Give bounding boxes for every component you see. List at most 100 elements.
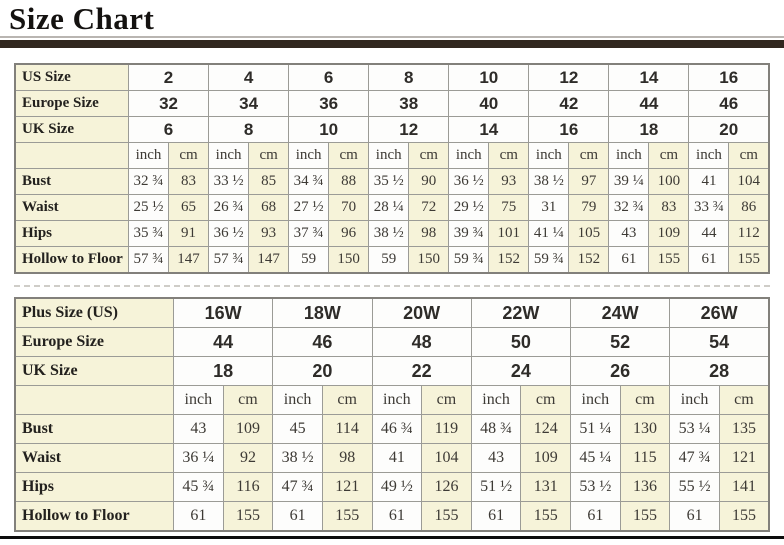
measure-row: Waist 25 ½ 65 26 ¾ 68 27 ½ 70 28 ¼ 72 29 ½ 75 31 79 3… [14, 194, 770, 221]
measure-value: 141 [718, 472, 770, 502]
unit-label: cm [648, 142, 690, 169]
measure-value: 124 [520, 414, 571, 444]
size-header-row: UK Size 6 8 10 12 14 16 18 20 [14, 116, 770, 143]
measure-value: 119 [421, 414, 472, 444]
measure-value: 41 [371, 443, 423, 473]
size-value: 6 [127, 116, 210, 143]
measure-value: 37 ¾ [288, 220, 330, 247]
size-value: 46 [688, 90, 770, 117]
title-divider-bar [0, 40, 784, 48]
unit-label: inch [371, 385, 423, 415]
row-label: Waist [14, 194, 129, 221]
measure-value: 109 [520, 443, 571, 473]
measure-value: 39 ¼ [608, 168, 650, 195]
size-value: 14 [608, 63, 690, 91]
size-value: 20W [371, 297, 472, 328]
measure-value: 35 ¾ [127, 220, 170, 247]
unit-label: inch [368, 142, 410, 169]
measure-value: 38 ½ [528, 168, 570, 195]
measure-value: 51 ¼ [570, 414, 621, 444]
unit-label: cm [408, 142, 450, 169]
measure-value: 61 [688, 246, 730, 274]
size-value: 10 [288, 116, 370, 143]
unit-label: inch [208, 142, 250, 169]
unit-label: inch [288, 142, 330, 169]
measure-value: 47 ¾ [669, 443, 720, 473]
size-value: 44 [608, 90, 690, 117]
row-label: Waist [14, 443, 174, 473]
measure-value: 105 [568, 220, 610, 247]
size-value: 16W [172, 297, 274, 328]
measure-value: 152 [568, 246, 610, 274]
measure-value: 90 [408, 168, 450, 195]
row-label: US Size [14, 63, 129, 91]
measure-row: Bust 32 ¾ 83 33 ½ 85 34 ¾ 88 35 ½ 90 36 ½ 93 38 ½ 97… [14, 168, 770, 195]
measure-value: 26 ¾ [208, 194, 250, 221]
measure-value: 150 [408, 246, 450, 274]
measure-value: 32 ¾ [127, 168, 170, 195]
unit-label: cm [248, 142, 290, 169]
measure-value: 155 [728, 246, 770, 274]
row-label: Bust [14, 168, 129, 195]
measure-value: 121 [321, 472, 373, 502]
measure-value: 79 [568, 194, 610, 221]
measure-value: 114 [321, 414, 373, 444]
size-value: 12 [368, 116, 450, 143]
measure-value: 147 [248, 246, 290, 274]
measure-value: 38 ½ [368, 220, 410, 247]
measure-value: 61 [570, 501, 621, 532]
size-value: 54 [669, 327, 770, 357]
measure-value: 150 [328, 246, 370, 274]
measure-value: 47 ¾ [272, 472, 323, 502]
measure-value: 38 ½ [272, 443, 323, 473]
unit-label: cm [168, 142, 210, 169]
measure-value: 61 [470, 501, 522, 532]
measure-value: 147 [168, 246, 210, 274]
size-value: 22 [371, 356, 472, 386]
size-header-row: Plus Size (US) 16W 18W 20W 22W 24W 26W [14, 297, 770, 328]
size-value: 48 [371, 327, 472, 357]
measure-value: 29 ½ [448, 194, 490, 221]
unit-label: cm [568, 142, 610, 169]
unit-label: inch [470, 385, 522, 415]
unit-label: inch [570, 385, 621, 415]
size-value: 2 [127, 63, 210, 91]
measure-value: 135 [718, 414, 770, 444]
size-value: 18 [172, 356, 274, 386]
measure-value: 33 ¾ [688, 194, 730, 221]
size-value: 28 [669, 356, 770, 386]
measure-value: 155 [619, 501, 671, 532]
measure-value: 46 ¾ [371, 414, 423, 444]
measure-value: 93 [248, 220, 290, 247]
measure-value: 115 [619, 443, 671, 473]
measure-value: 59 ¾ [528, 246, 570, 274]
size-value: 16 [688, 63, 770, 91]
standard-size-table: US Size 2 4 6 8 10 12 14 16 Europe Size 32 34 36 38 40… [14, 63, 770, 274]
measure-value: 92 [222, 443, 274, 473]
size-value: 18W [272, 297, 373, 328]
row-label: Europe Size [14, 327, 174, 357]
measure-value: 155 [421, 501, 472, 532]
measure-value: 53 ¼ [669, 414, 720, 444]
unit-label: cm [328, 142, 370, 169]
measure-value: 85 [248, 168, 290, 195]
unit-label: cm [728, 142, 770, 169]
measure-value: 100 [648, 168, 690, 195]
size-value: 20 [272, 356, 373, 386]
unit-header-row: inch cm inch cm inch cm inch cm inch cm inch cm [14, 385, 770, 415]
size-value: 32 [127, 90, 210, 117]
size-value: 26W [669, 297, 770, 328]
measure-value: 61 [669, 501, 720, 532]
measure-value: 83 [648, 194, 690, 221]
size-value: 24W [569, 297, 671, 328]
bottom-border-line [0, 536, 784, 539]
unit-label: cm [520, 385, 571, 415]
measure-value: 43 [608, 220, 650, 247]
measure-value: 155 [321, 501, 373, 532]
measure-value: 104 [421, 443, 472, 473]
measure-value: 33 ½ [208, 168, 250, 195]
measure-value: 45 [272, 414, 323, 444]
measure-value: 48 ¾ [470, 414, 522, 444]
size-value: 44 [172, 327, 274, 357]
